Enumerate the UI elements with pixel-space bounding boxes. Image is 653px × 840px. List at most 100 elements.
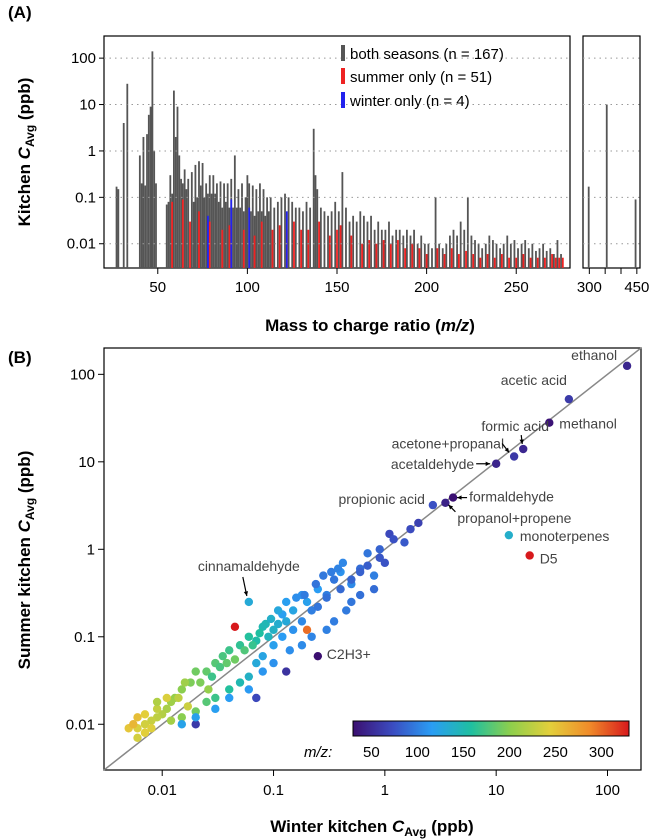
panel-a-ylabel-sub: Avg xyxy=(23,125,37,147)
scatter-point xyxy=(166,716,176,725)
scatter-point xyxy=(311,579,321,589)
scatter-point xyxy=(504,530,514,540)
bar xyxy=(552,254,555,268)
scatter-point xyxy=(307,606,316,615)
scatter-point xyxy=(191,667,200,676)
b-ytick-label: 100 xyxy=(70,366,95,383)
bar xyxy=(345,207,347,268)
bar xyxy=(217,201,220,268)
scatter-point xyxy=(622,361,632,371)
scatter-point xyxy=(152,697,162,707)
bar xyxy=(221,229,224,268)
panel-a-legend: both seasons (n = 167) summer only (n = … xyxy=(341,45,504,110)
scatter-point xyxy=(363,549,372,558)
colorbar-tick-label: 200 xyxy=(497,744,522,761)
bar xyxy=(509,243,512,268)
bar xyxy=(151,51,154,268)
scatter-point xyxy=(191,720,200,729)
scatter-point xyxy=(363,561,372,570)
scatter-point xyxy=(307,632,316,641)
bar xyxy=(531,243,534,268)
panel-b-xlabel-c: C xyxy=(392,817,405,836)
a-ytick-label: 100 xyxy=(71,50,96,67)
scatter-point xyxy=(355,567,365,577)
bar xyxy=(388,221,390,268)
bar xyxy=(260,221,263,268)
scatter-point xyxy=(264,632,273,641)
bar xyxy=(264,215,267,268)
scatter-point xyxy=(244,632,254,641)
bar xyxy=(450,248,453,268)
bar xyxy=(253,235,256,268)
annotation-arrowhead xyxy=(457,495,462,500)
annotation-label: methanol xyxy=(559,416,617,432)
scatter-point xyxy=(255,628,264,638)
bar xyxy=(524,240,527,268)
bar xyxy=(413,229,415,268)
scatter-point xyxy=(564,394,574,404)
bar xyxy=(397,240,399,268)
panel-a-xlabel-main: Mass to charge ratio ( xyxy=(265,316,441,335)
scatter-point xyxy=(140,710,150,719)
scatter-point xyxy=(282,667,291,676)
bar xyxy=(554,257,557,268)
bar xyxy=(336,229,338,268)
scatter-point xyxy=(196,678,205,687)
bar xyxy=(183,169,186,268)
bar xyxy=(316,189,319,268)
bar xyxy=(542,243,545,268)
bar xyxy=(359,211,362,268)
scatter-point xyxy=(215,662,225,672)
bar xyxy=(199,185,202,268)
bar xyxy=(506,235,509,268)
scatter-point xyxy=(147,716,156,725)
legend-both-swatch xyxy=(341,45,345,61)
scatter-point xyxy=(261,619,270,629)
bar xyxy=(192,201,195,268)
b-xtick-label: 0.1 xyxy=(263,782,284,799)
scatter-point xyxy=(428,500,438,510)
annotation-label: acetone+propanal xyxy=(392,436,505,452)
scatter-point xyxy=(180,678,190,687)
bar xyxy=(449,235,451,268)
bar xyxy=(561,257,564,268)
annotation-arrowhead xyxy=(504,447,510,453)
bar xyxy=(373,229,376,268)
bar xyxy=(452,229,455,268)
panel-a-ylabel-main: Kitchen xyxy=(15,159,34,226)
bar xyxy=(117,189,120,268)
bar xyxy=(459,221,462,268)
colorbar-tick-label: 250 xyxy=(543,744,568,761)
panel-a-axes: 0.01 0.1 1 10 100 50 100 150 200 250 300 450 xyxy=(67,50,650,296)
bar xyxy=(196,197,199,268)
scatter-point xyxy=(133,733,142,743)
bar xyxy=(242,229,245,268)
annotation-label: formaldehyde xyxy=(469,489,554,505)
bar xyxy=(194,164,197,268)
scatter-point xyxy=(244,672,254,681)
scatter-point xyxy=(519,444,528,454)
scatter-point xyxy=(129,720,138,729)
bar xyxy=(201,162,204,268)
scatter-point xyxy=(300,590,309,600)
a-ytick-label: 0.1 xyxy=(75,189,96,206)
scatter-point xyxy=(313,651,323,661)
scatter-point xyxy=(313,602,323,612)
scatter-point xyxy=(319,571,328,580)
scatter-point xyxy=(269,641,278,650)
scatter-point xyxy=(174,693,183,703)
bar xyxy=(465,250,467,268)
annotation-label: acetaldehyde xyxy=(391,456,475,472)
bar xyxy=(560,254,562,268)
annotation-label: propanol+propene xyxy=(457,510,571,526)
scatter-point xyxy=(375,553,384,562)
scatter-point xyxy=(230,622,240,632)
bar xyxy=(269,197,272,268)
scatter-point xyxy=(338,558,348,568)
a-xtick-label: 50 xyxy=(149,279,166,296)
bar xyxy=(391,235,394,268)
bar xyxy=(348,221,351,268)
scatter-point xyxy=(389,535,398,544)
